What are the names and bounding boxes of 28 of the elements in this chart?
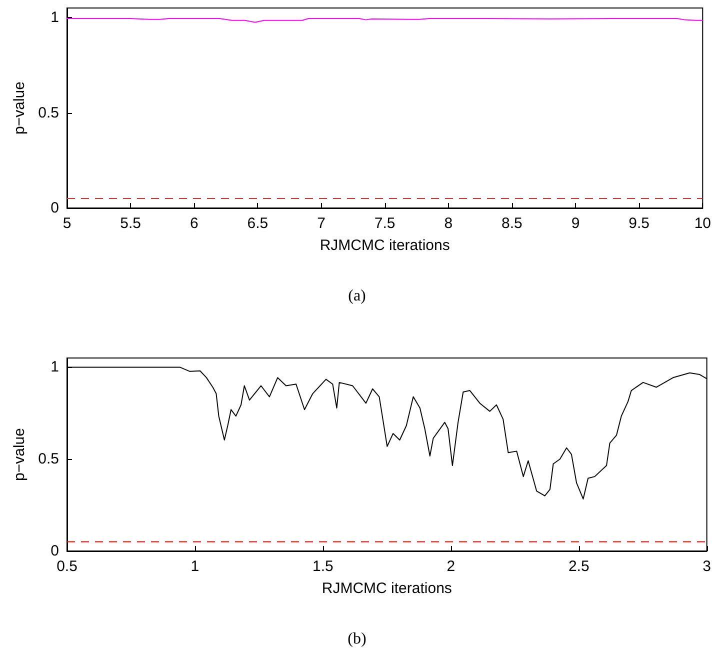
y-axis-title: p−value [11, 428, 28, 481]
text: (b) [348, 630, 366, 648]
y-tick-label: 0 [50, 200, 59, 216]
y-tick-label: 0 [50, 542, 59, 560]
x-tick-label: 5.5 [120, 215, 141, 232]
y-tick-label: 0.5 [38, 450, 59, 468]
x-tick-label: 3 [702, 558, 711, 575]
x-tick-label: 2 [446, 558, 456, 575]
x-tick-label: 8.5 [502, 215, 522, 232]
y-axis-title: p−value [11, 82, 28, 134]
x-tick-label: 6.5 [247, 215, 268, 232]
y-tick-label: 1 [50, 358, 59, 376]
x-tick-label: 2.5 [568, 558, 590, 575]
x-tick-label: 9.5 [628, 215, 650, 232]
y-tick-label: 1 [50, 9, 59, 26]
x-tick-label: 6 [190, 215, 198, 232]
y-tick-label: 0.5 [38, 104, 59, 122]
x-tick-label: 10 [694, 215, 711, 232]
x-tick-label: 5 [62, 215, 72, 232]
x-tick-label: 8 [444, 215, 453, 232]
text: (a) [348, 288, 366, 304]
x-axis-title: RJMCMC iterations [322, 580, 452, 597]
x-tick-label: 1 [190, 558, 200, 575]
x-tick-label: 9 [571, 215, 580, 232]
x-tick-label: 1.5 [312, 558, 334, 575]
x-tick-label: 7 [317, 215, 326, 232]
x-tick-label: 7.5 [374, 215, 396, 232]
x-axis-title: RJMCMC iterations [320, 237, 450, 254]
